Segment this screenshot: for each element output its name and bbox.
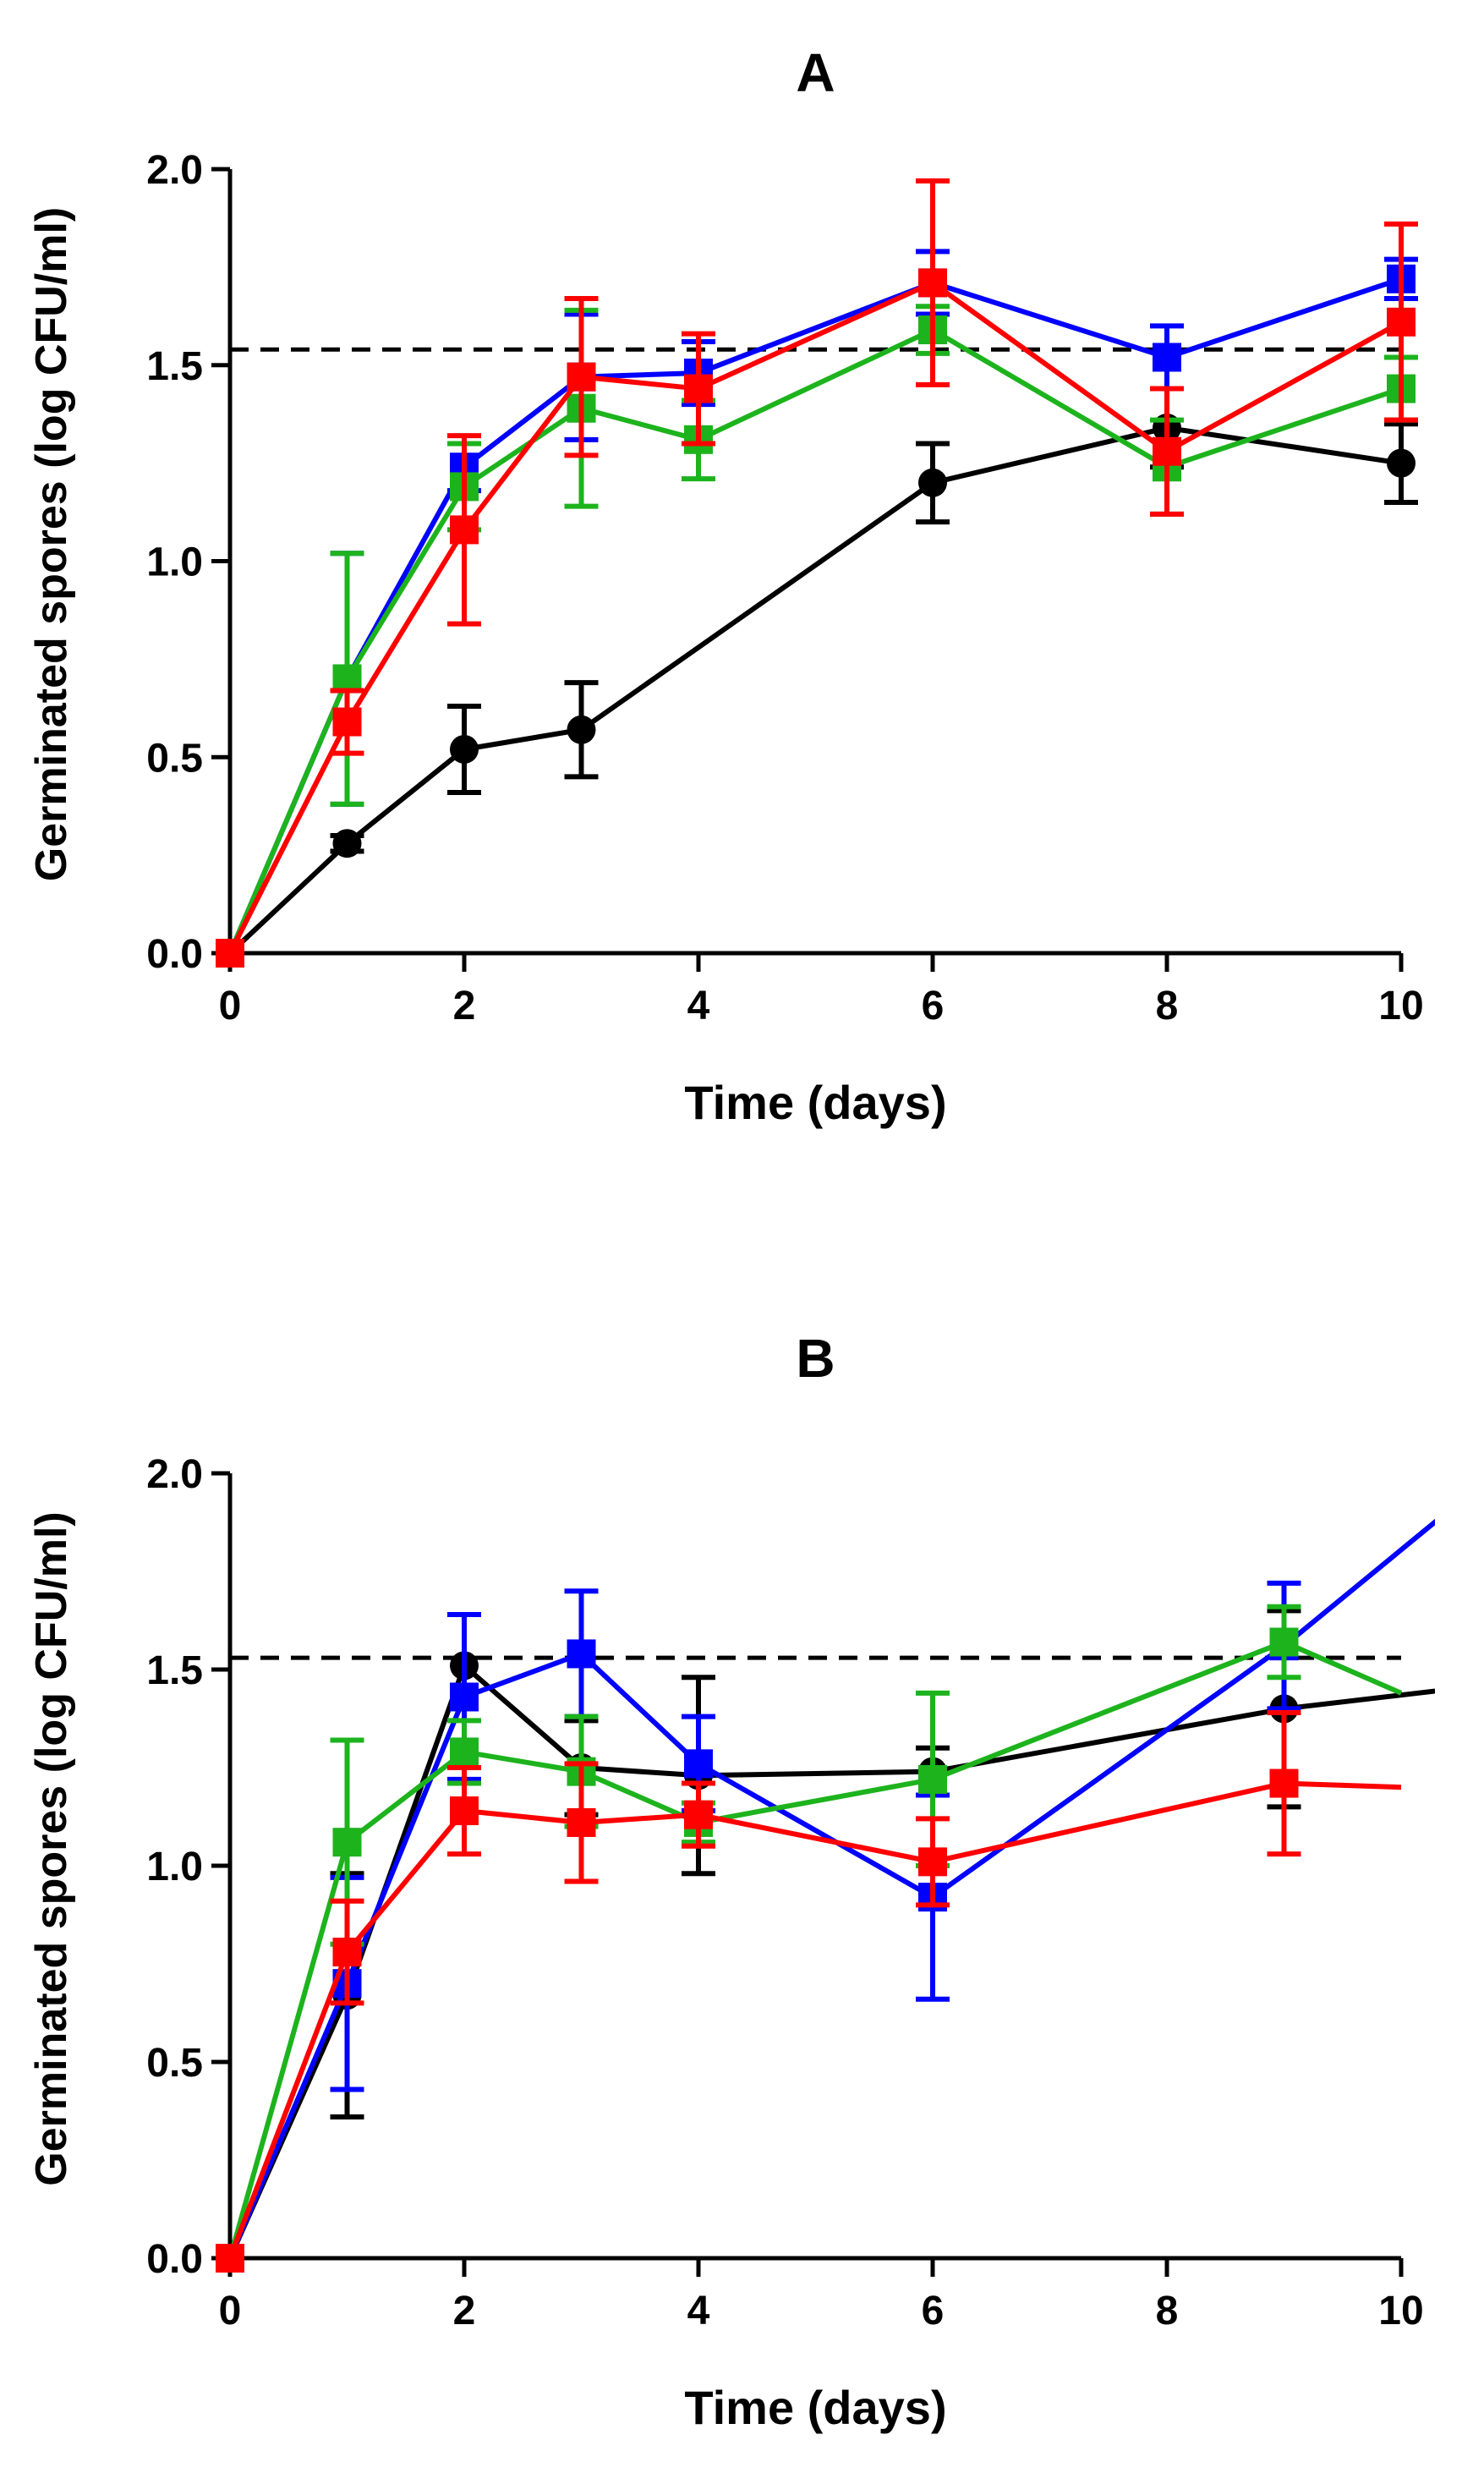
data-point bbox=[1269, 1627, 1299, 1657]
data-point bbox=[450, 1796, 479, 1826]
x-tick-label: 0 bbox=[219, 2289, 242, 2333]
y-tick-label: 0.5 bbox=[146, 2041, 203, 2086]
data-point bbox=[332, 1828, 362, 1857]
series-green bbox=[216, 1604, 1403, 2273]
x-tick-label: 6 bbox=[922, 2289, 945, 2333]
y-tick-label: 2.0 bbox=[146, 148, 203, 193]
x-tick-label: 4 bbox=[687, 984, 710, 1028]
series-line-red bbox=[227, 280, 1403, 955]
series-line-red bbox=[227, 1780, 1402, 2260]
y-tick-label: 0.0 bbox=[146, 2237, 203, 2282]
data-point bbox=[332, 829, 362, 858]
data-point bbox=[918, 268, 947, 298]
data-point bbox=[918, 1847, 947, 1877]
x-axis-label: Time (days) bbox=[684, 2381, 946, 2434]
x-tick-label: 2 bbox=[453, 2289, 476, 2333]
data-point bbox=[567, 1639, 596, 1669]
y-tick-label: 1.0 bbox=[146, 540, 203, 585]
data-point bbox=[450, 1682, 479, 1712]
series-layer bbox=[216, 178, 1418, 968]
series-line-blue bbox=[227, 1518, 1435, 2260]
data-point bbox=[918, 1764, 947, 1794]
x-tick-label: 4 bbox=[687, 2289, 710, 2333]
x-tick-label: 10 bbox=[1378, 984, 1423, 1028]
data-point bbox=[567, 362, 596, 392]
chart-title: A bbox=[796, 42, 835, 103]
x-axis-label: Time (days) bbox=[684, 1076, 946, 1129]
y-axis-label: Germinated spores (log CFU/ml) bbox=[27, 207, 76, 881]
series-layer bbox=[216, 1518, 1435, 2273]
y-tick-label: 0.0 bbox=[146, 932, 203, 977]
data-point bbox=[332, 1938, 362, 1967]
series-line-blue bbox=[227, 276, 1402, 955]
series-blue bbox=[216, 249, 1418, 968]
data-point bbox=[567, 1807, 596, 1837]
data-point bbox=[1153, 436, 1181, 466]
x-tick-label: 8 bbox=[1156, 2289, 1179, 2333]
chart-panel-a: A Germinated spores (log CFU/ml) Time (day… bbox=[27, 42, 1424, 1129]
data-point bbox=[216, 2244, 244, 2273]
y-tick-label: 2.0 bbox=[146, 1452, 203, 1497]
y-tick-label: 1.0 bbox=[146, 1845, 203, 1889]
series-black bbox=[216, 386, 1418, 968]
data-point bbox=[684, 1749, 713, 1779]
data-point bbox=[216, 939, 244, 968]
series-red bbox=[216, 178, 1418, 968]
x-tick-label: 0 bbox=[219, 984, 242, 1028]
data-point bbox=[1269, 1768, 1299, 1798]
x-tick-label: 8 bbox=[1156, 984, 1179, 1028]
data-point bbox=[1153, 343, 1181, 372]
data-point bbox=[450, 1737, 479, 1767]
data-point bbox=[918, 468, 947, 497]
data-point bbox=[332, 707, 362, 737]
data-point bbox=[450, 734, 479, 764]
chart-panel-b: B Germinated spores (log CFU/ml) Time (day… bbox=[27, 1328, 1435, 2434]
series-red bbox=[216, 1710, 1402, 2273]
x-tick-label: 6 bbox=[922, 984, 945, 1028]
data-point bbox=[1387, 307, 1416, 337]
y-axis-label: Germinated spores (log CFU/ml) bbox=[27, 1511, 76, 2185]
series-line-green bbox=[227, 327, 1402, 955]
data-point bbox=[684, 1800, 713, 1829]
y-tick-label: 1.5 bbox=[146, 1648, 203, 1693]
series-blue bbox=[216, 1518, 1435, 2273]
data-point bbox=[1387, 448, 1416, 478]
data-point bbox=[450, 515, 479, 545]
x-tick-label: 2 bbox=[453, 984, 476, 1028]
series-line-black bbox=[227, 1663, 1435, 2260]
series-line-green bbox=[227, 1639, 1403, 2259]
series-line-black bbox=[227, 425, 1402, 956]
data-point bbox=[567, 715, 596, 744]
chart-title: B bbox=[796, 1328, 835, 1389]
data-point bbox=[684, 374, 713, 403]
y-tick-label: 1.5 bbox=[146, 344, 203, 389]
x-tick-label: 10 bbox=[1378, 2289, 1423, 2333]
y-tick-label: 0.5 bbox=[146, 736, 203, 781]
